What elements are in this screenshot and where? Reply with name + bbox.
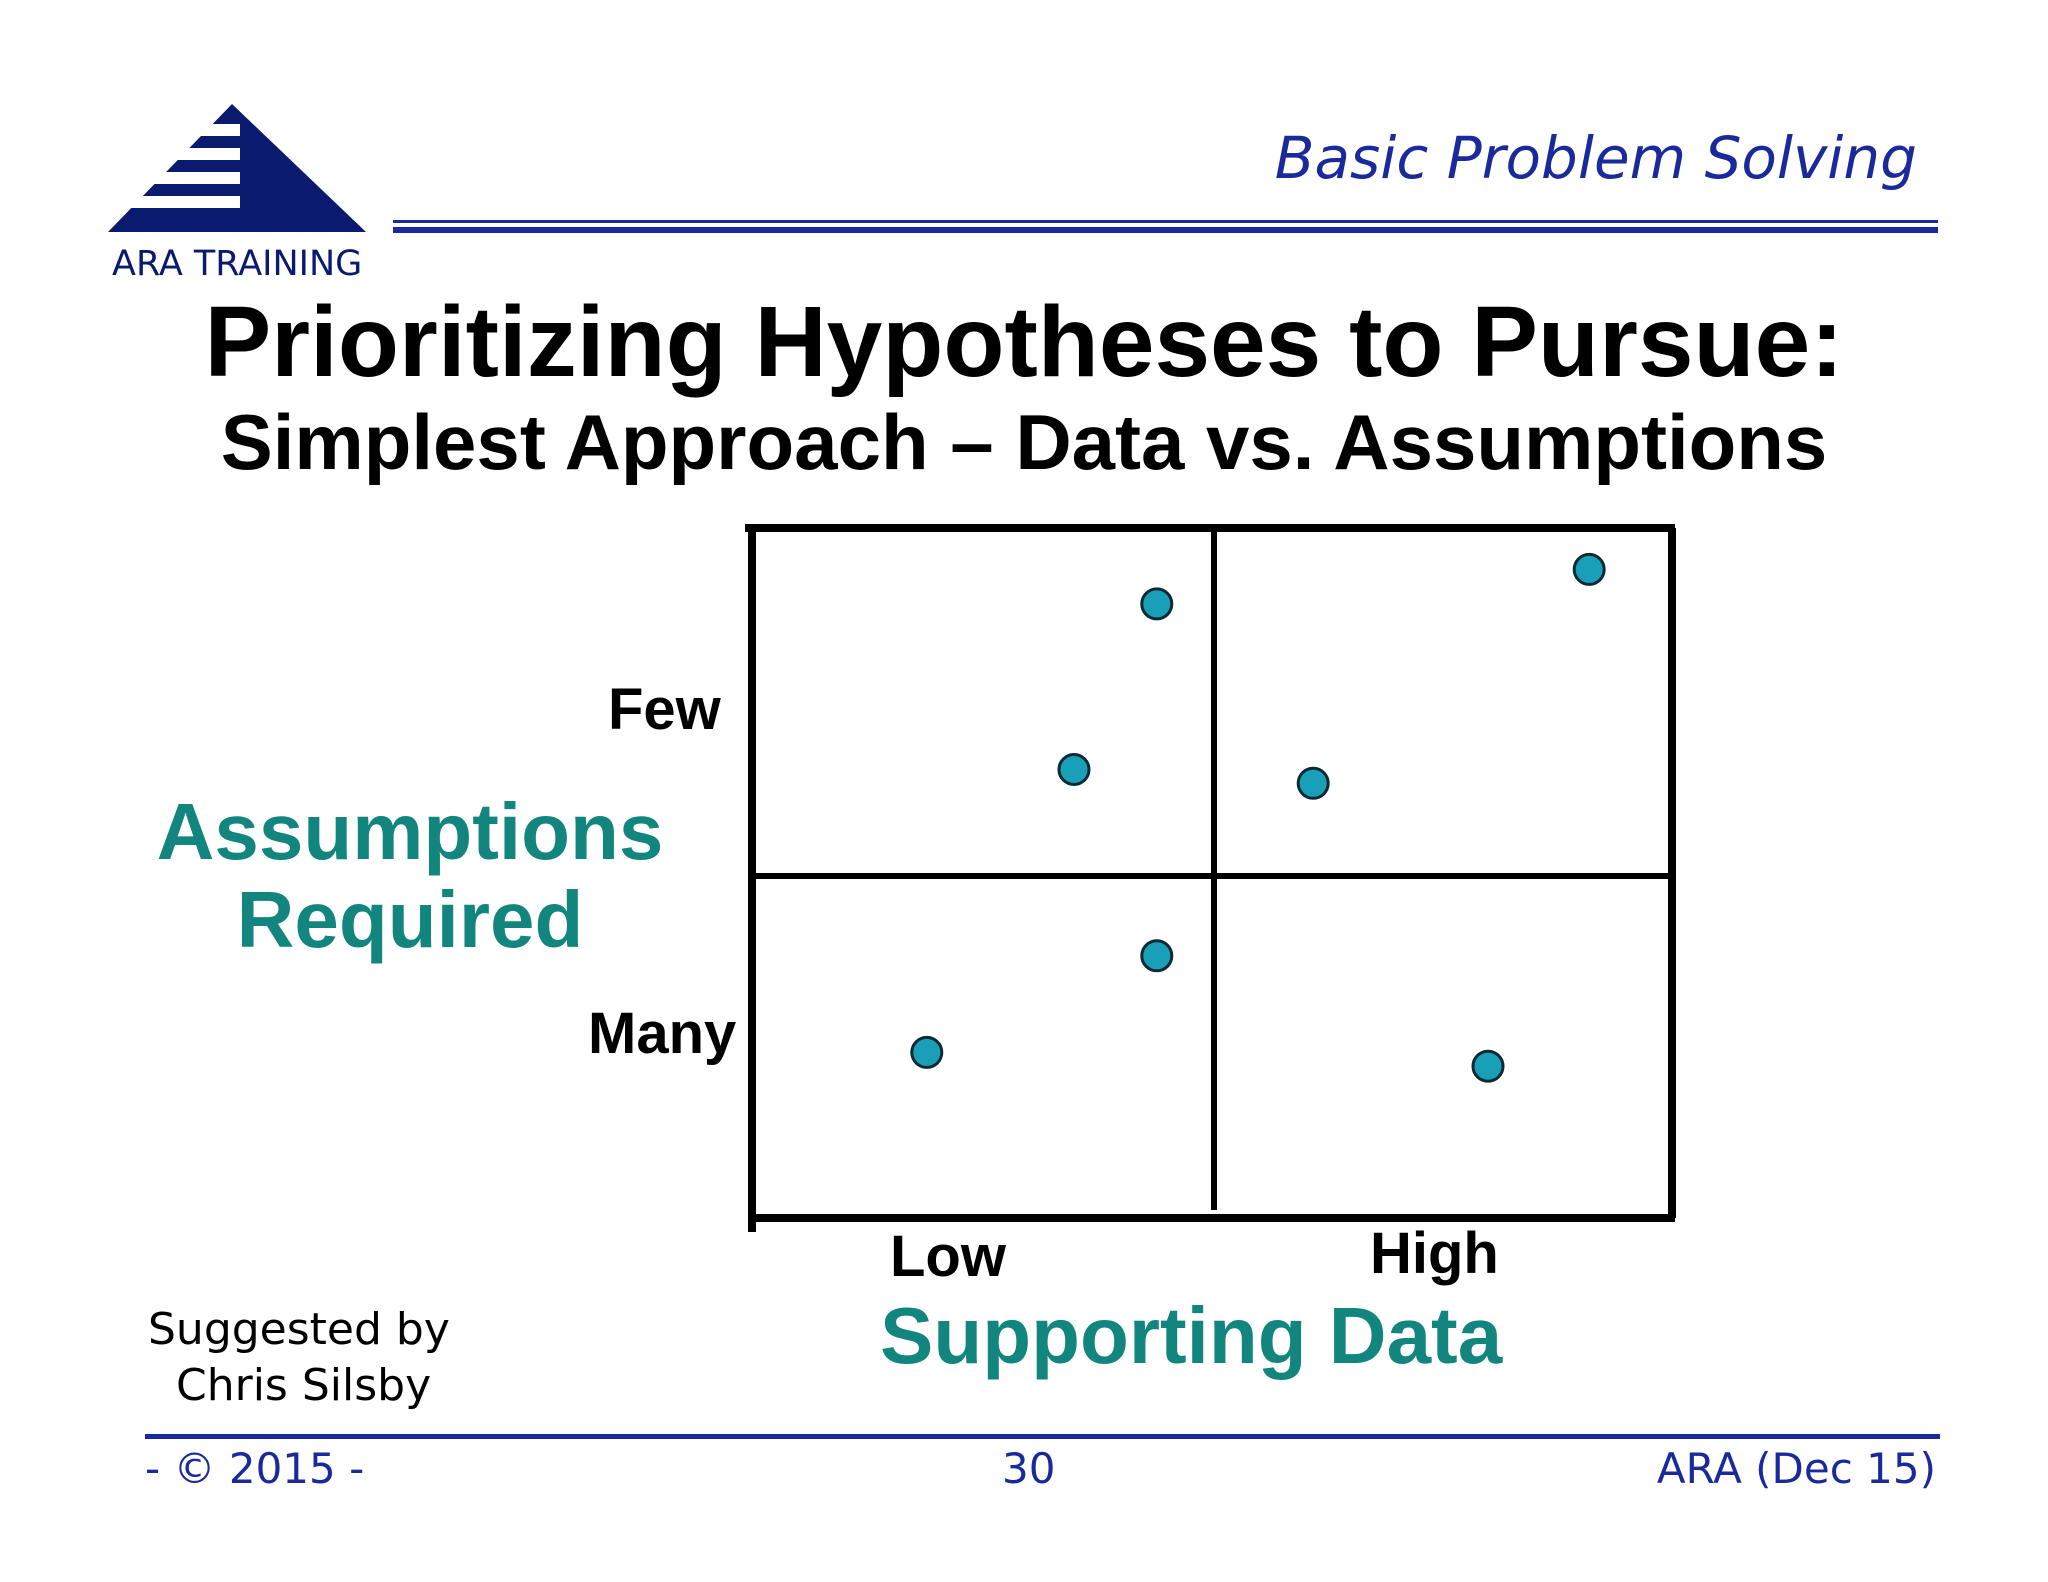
hypothesis-point-2 — [1057, 753, 1091, 786]
x-axis-title: Supporting Data — [880, 1291, 1503, 1380]
y-tick-few: Few — [608, 677, 721, 742]
y-tick-many: Many — [588, 1001, 737, 1066]
hypothesis-point-3 — [1572, 552, 1606, 586]
matrix-grid — [745, 524, 1676, 1232]
y-axis-title: Assumptions Required — [140, 788, 680, 964]
credit-line1: Suggested by — [148, 1304, 450, 1355]
footer-divider — [145, 1434, 1940, 1439]
y-axis-title-line1: Assumptions — [156, 787, 664, 876]
x-tick-high: High — [1370, 1221, 1499, 1286]
credit: Suggested by Chris Silsby — [148, 1302, 450, 1414]
hypothesis-point-7 — [1471, 1049, 1505, 1083]
matrix-points — [910, 552, 1606, 1083]
logo-text: ARA TRAINING — [112, 244, 363, 284]
hypothesis-point-5 — [1140, 939, 1174, 973]
footer-page-number: 30 — [1002, 1444, 1056, 1493]
footer-version: ARA (Dec 15) — [1656, 1444, 1936, 1493]
ara-training-logo — [108, 104, 366, 232]
header-title: Basic Problem Solving — [1274, 124, 1917, 192]
page-title: Prioritizing Hypotheses to Pursue: — [204, 286, 1844, 398]
footer-copyright: - © 2015 - — [145, 1444, 365, 1493]
hypothesis-point-4 — [1296, 766, 1330, 800]
y-axis-title-line2: Required — [236, 875, 584, 964]
page-subtitle: Simplest Approach – Data vs. Assumptions — [220, 398, 1828, 486]
credit-line2: Chris Silsby — [176, 1360, 432, 1411]
header-divider — [393, 220, 1938, 233]
priority-matrix — [745, 524, 1676, 1232]
hypothesis-point-6 — [910, 1035, 944, 1069]
x-tick-low: Low — [890, 1224, 1006, 1289]
hypothesis-point-1 — [1140, 587, 1174, 621]
